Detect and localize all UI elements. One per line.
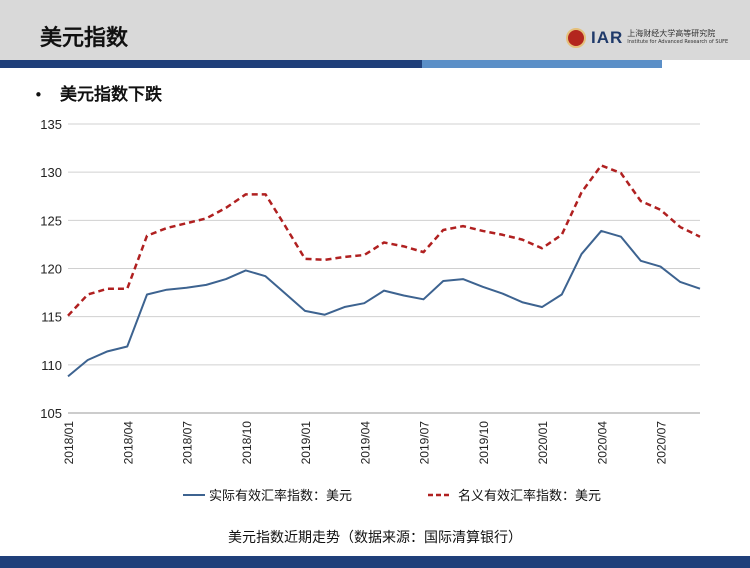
y-tick-label: 135 bbox=[40, 117, 62, 132]
x-tick-label: 2019/04 bbox=[358, 421, 372, 465]
header-band bbox=[0, 0, 750, 60]
institution-logo: IAR 上海财经大学高等研究院 Institute for Advanced R… bbox=[566, 26, 728, 50]
chart-caption: 美元指数近期走势（数据来源：国际清算银行） bbox=[228, 530, 522, 546]
series-line-nominal bbox=[67, 164, 701, 317]
y-tick-label: 125 bbox=[40, 213, 62, 228]
legend-label: 名义有效汇率指数：美元 bbox=[458, 488, 601, 504]
x-tick-label: 2018/10 bbox=[240, 421, 254, 465]
y-tick-label: 110 bbox=[41, 358, 62, 373]
logo-name-en: Institute for Advanced Research of SUFE bbox=[627, 39, 729, 45]
y-tick-label: 115 bbox=[41, 310, 62, 325]
dollar-index-line-chart: 105 110 115 120 125 130 135 2018/01 2018/04 2018/… bbox=[40, 117, 701, 504]
footer-bar bbox=[0, 556, 750, 568]
legend-label: 实际有效汇率指数：美元 bbox=[209, 488, 352, 504]
x-tick-label: 2019/01 bbox=[299, 421, 313, 465]
logo-name-cn: 上海财经大学高等研究院 bbox=[627, 29, 716, 38]
x-tick-label: 2020/07 bbox=[655, 421, 669, 465]
logo-mark: IAR bbox=[591, 28, 624, 47]
university-seal-icon bbox=[566, 28, 586, 48]
x-tick-label: 2018/01 bbox=[62, 421, 76, 465]
accent-bar-dark bbox=[0, 60, 422, 68]
accent-bar-light bbox=[422, 60, 662, 68]
x-tick-label: 2019/07 bbox=[418, 421, 432, 465]
logo-text: 上海财经大学高等研究院 Institute for Advanced Resea… bbox=[627, 29, 728, 47]
y-tick-label: 130 bbox=[40, 165, 62, 180]
y-tick-label: 120 bbox=[40, 262, 62, 277]
x-tick-label: 2020/01 bbox=[536, 421, 550, 465]
x-tick-label: 2020/04 bbox=[595, 421, 609, 465]
x-tick-label: 2019/10 bbox=[477, 421, 491, 465]
slide-subtitle: 美元指数下跌 bbox=[60, 85, 162, 105]
page-title: 美元指数 bbox=[40, 26, 129, 51]
series-line-real bbox=[67, 229, 701, 378]
x-tick-label: 2018/04 bbox=[121, 421, 135, 465]
y-tick-label: 105 bbox=[40, 406, 62, 421]
x-tick-label: 2018/07 bbox=[181, 421, 195, 465]
bullet-icon: • bbox=[34, 86, 43, 104]
